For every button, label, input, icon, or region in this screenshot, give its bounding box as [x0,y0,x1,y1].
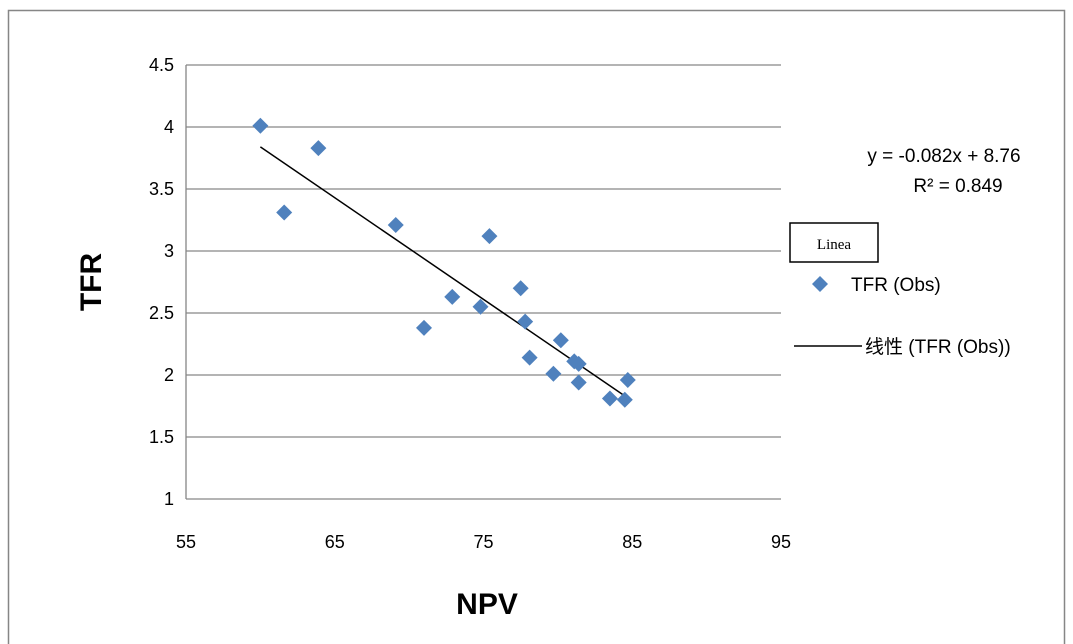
data-points [252,117,636,408]
trendline-equation: y = -0.082x + 8.76 [867,146,1020,167]
data-point [512,280,529,297]
data-point [545,365,562,382]
trendline [259,146,629,399]
data-point [517,313,534,330]
data-point [310,140,327,157]
y-tick-labels: 1 1.5 2 2.5 3 3.5 4 4.5 [149,55,174,509]
data-point [521,349,538,366]
data-point [570,355,587,372]
data-point [416,319,432,336]
y-tick-label: 1 [164,489,174,509]
r-squared-label: R² = 0.849 [913,176,1002,197]
x-tick-label: 75 [473,532,493,552]
y-tick-label: 3.5 [149,179,174,199]
data-point [619,371,636,388]
data-point [387,216,404,233]
y-tick-label: 1.5 [149,427,174,447]
y-tick-label: 2.5 [149,303,174,323]
data-point [276,204,293,221]
gridlines [185,64,781,500]
x-tick-labels: 55 65 75 85 95 [176,532,791,552]
legend-label-trendline: 线性 (TFR (Obs)) [865,336,1011,358]
y-tick-label: 3 [164,241,174,261]
data-point [616,391,633,408]
data-point [481,228,498,245]
data-point [552,332,569,349]
x-tick-label: 55 [176,532,196,552]
linea-label: Linea [817,237,851,253]
data-point [601,390,618,407]
y-tick-label: 4 [164,117,174,137]
linea-box [789,222,879,263]
data-point [570,374,587,391]
data-point [252,117,269,134]
trendline-group [259,146,629,399]
x-axis-title: NPV [456,588,518,621]
y-tick-label: 2 [164,365,174,385]
legend: TFR (Obs) 线性 (TFR (Obs)) [794,275,1011,358]
y-axis-title: TFR [75,253,108,312]
legend-diamond-marker [812,276,828,292]
data-point [472,298,489,315]
x-tick-label: 95 [771,532,791,552]
y-tick-label: 4.5 [149,55,174,75]
legend-label-series: TFR (Obs) [851,275,941,296]
data-point [444,288,461,305]
x-tick-label: 85 [622,532,642,552]
x-tick-label: 65 [325,532,345,552]
chart-border [7,9,1066,644]
